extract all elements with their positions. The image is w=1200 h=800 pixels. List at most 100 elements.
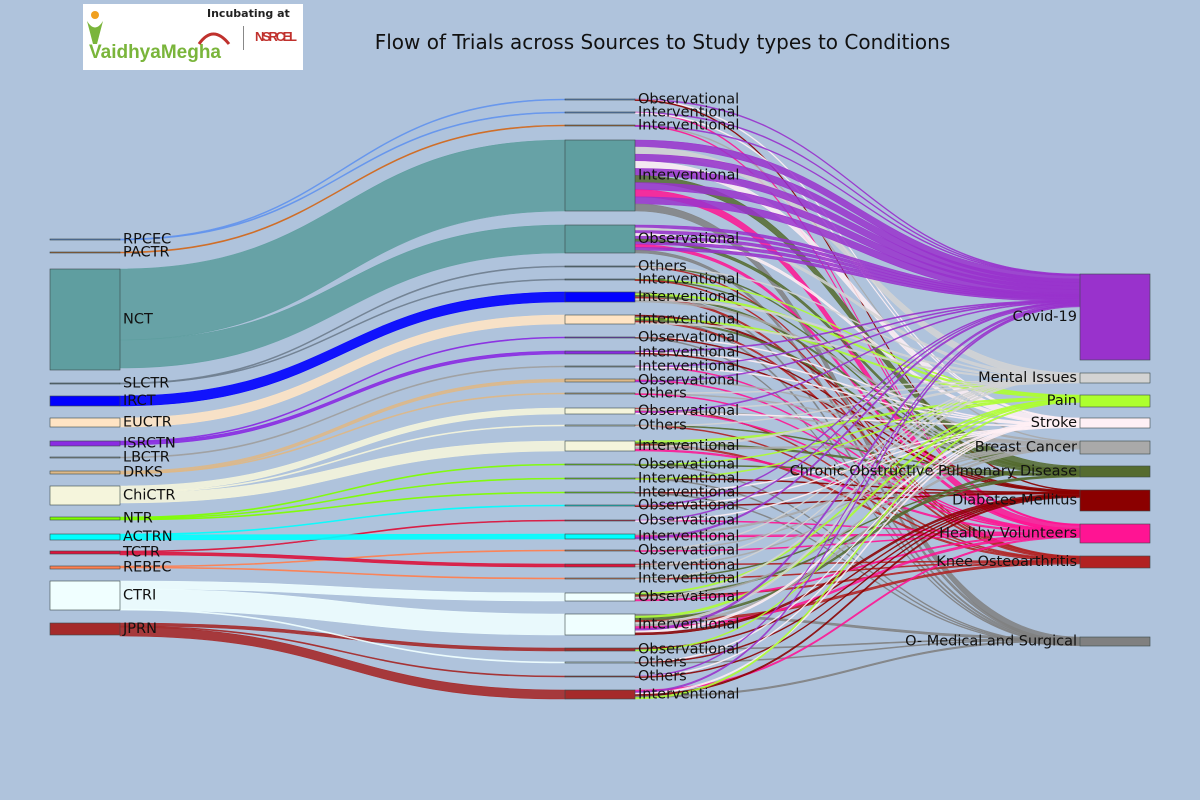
logo-figure-body-icon [87,21,103,44]
link-actrn-observational [119,504,566,536]
condition-node-stroke [1079,417,1151,429]
study-type-node-6 [564,278,636,281]
source-label-irct: IRCT [123,393,156,409]
source-label-drks: DRKS [123,465,163,481]
source-label-pactr: PACTR [123,245,170,261]
study-type-label-30: Others [638,669,687,685]
study-type-label-15: Others [638,418,687,434]
study-type-node-27 [564,613,636,636]
study-type-node-24 [564,563,636,568]
vaidhyamegha-logo: VaidhyaMegha Incubating at NSRCEL [83,4,303,70]
study-type-label-14: Observational [638,403,739,419]
source-label-ntr: NTR [123,511,153,527]
logo-arch-icon [197,32,231,45]
condition-node-knee-osteoarthritis [1079,555,1151,569]
study-type-node-25 [564,577,636,580]
study-type-label-23: Observational [638,543,739,559]
source-label-jprn: JPRN [122,621,157,637]
study-type-node-4 [564,224,636,254]
study-type-node-26 [564,592,636,602]
study-type-node-8 [564,314,636,325]
study-type-node-0 [564,98,636,101]
condition-label-stroke: Stroke [1031,415,1077,431]
study-type-label-22: Interventional [638,529,739,545]
source-label-euctr: EUCTR [123,415,172,431]
logo-graphic: VaidhyaMegha Incubating at NSRCEL [87,7,297,63]
study-type-label-26: Observational [638,589,739,605]
condition-label-mental-issues: Mental Issues [978,370,1077,386]
source-node-nct [49,268,121,371]
sankey-links [119,98,1081,700]
study-type-label-17: Observational [638,457,739,473]
study-type-label-0: Observational [638,92,739,108]
source-node-euctr [49,417,121,428]
source-node-pactr [49,251,121,254]
condition-label-pain: Pain [1047,393,1077,409]
study-type-label-13: Others [638,386,687,402]
condition-label-chronic-obstructive-pulmonary-disease: Chronic Obstructive Pulmonary Disease [790,464,1077,480]
study-type-label-7: Interventional [638,289,739,305]
study-type-node-3 [564,139,636,212]
source-label-isrctn: ISRCTN [123,436,176,452]
study-type-node-31 [564,689,636,700]
study-type-node-23 [564,549,636,552]
source-node-slctr [49,382,121,385]
study-type-label-8: Interventional [638,312,739,328]
logo-brand-text: VaidhyaMegha [89,42,221,63]
study-type-label-6: Interventional [638,272,739,288]
condition-label-breast-cancer: Breast Cancer [975,440,1077,456]
condition-node-covid-19 [1079,273,1151,361]
condition-node-pain [1079,394,1151,408]
study-type-node-1 [564,111,636,114]
source-node-ctri [49,580,121,611]
study-type-node-22 [564,533,636,540]
study-type-label-2: Interventional [638,118,739,134]
source-label-rebec: REBEC [123,560,171,576]
source-label-rpcec: RPCEC [123,232,171,248]
study-type-node-11 [564,365,636,368]
study-type-node-10 [564,350,636,355]
study-type-node-9 [564,336,636,339]
study-type-label-20: Observational [638,498,739,514]
source-node-rpcec [49,238,121,241]
logo-figure-head-icon [91,11,99,19]
source-node-ntr [49,516,121,521]
condition-label-diabetes-mellitus: Diabetes Mellitus [952,493,1077,509]
source-node-rebec [49,565,121,570]
source-label-nct: NCT [123,312,153,328]
study-type-label-9: Observational [638,330,739,346]
source-label-ctri: CTRI [123,588,156,604]
study-type-node-16 [564,440,636,452]
study-type-label-16: Interventional [638,438,739,454]
study-type-label-24: Interventional [638,558,739,574]
source-node-tctr [49,550,121,555]
link-actrn-interventional [119,533,566,541]
source-node-irct [49,395,121,407]
condition-label-healthy-volunteers: Healthy Volunteers [939,526,1077,542]
source-label-tctr: TCTR [122,545,160,561]
study-type-label-1: Interventional [638,105,739,121]
source-node-lbctr [49,456,121,459]
study-type-node-12 [564,378,636,383]
chart-title: Flow of Trials across Sources to Study t… [374,30,951,54]
study-type-node-19 [564,491,636,494]
condition-node-o-medical-and-surgical [1079,636,1151,647]
study-type-node-7 [564,291,636,303]
study-type-label-31: Interventional [638,687,739,703]
study-type-label-10: Interventional [638,345,739,361]
study-type-label-21: Observational [638,513,739,529]
study-type-node-20 [564,504,636,507]
condition-label-covid-19: Covid-19 [1013,309,1078,325]
link-tctr-interventional [119,551,566,568]
source-node-actrn [49,533,121,541]
study-type-label-4: Observational [638,231,739,247]
source-node-drks [49,470,121,475]
source-node-isrctn [49,440,121,447]
link-rebec-interventional [119,566,566,580]
study-type-node-5 [564,265,636,268]
study-type-node-2 [564,124,636,127]
study-type-node-18 [564,477,636,480]
study-type-label-18: Interventional [638,471,739,487]
